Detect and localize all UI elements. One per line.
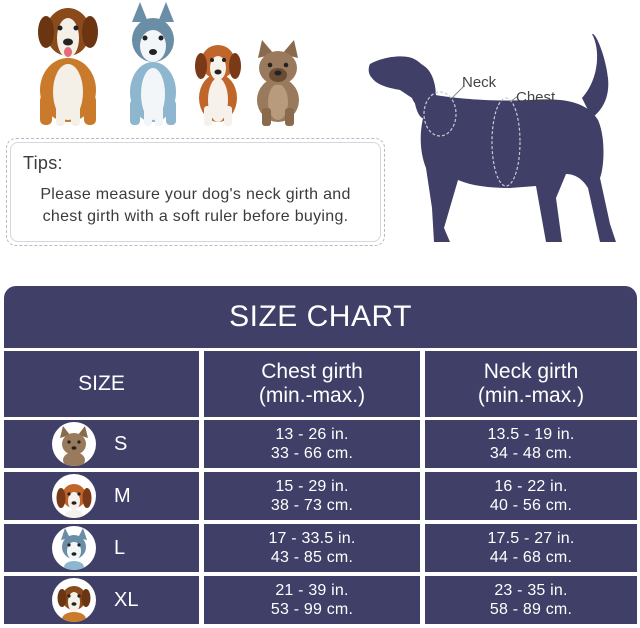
french-bulldog-icon (257, 40, 299, 126)
size-label: S (114, 432, 128, 455)
table-row-size-s: S (4, 420, 199, 468)
neck-cell-m: 16 - 22 in. 40 - 56 cm. (425, 472, 637, 520)
beagle-avatar-icon (52, 474, 96, 518)
table-row-size-m: M (4, 472, 199, 520)
chest-cell-xl: 21 - 39 in. 53 - 99 cm. (204, 576, 420, 624)
chest-header-line1: Chest girth (261, 360, 363, 383)
chest-in-value: 15 - 29 in. (275, 478, 349, 495)
chest-in-value: 21 - 39 in. (275, 582, 349, 599)
chest-cm-value: 53 - 99 cm. (270, 601, 354, 618)
neck-cm-value: 58 - 89 cm. (489, 601, 573, 618)
beagle-dog-icon (195, 45, 241, 126)
size-label: M (114, 484, 131, 507)
french-bulldog-avatar-icon (52, 422, 96, 466)
neck-cm-value: 44 - 68 cm. (489, 549, 573, 566)
chest-measure-line (491, 97, 521, 187)
chest-cm-value: 43 - 85 cm. (270, 549, 354, 566)
chest-in-value: 17 - 33.5 in. (268, 530, 356, 547)
size-chart-title: SIZE CHART (4, 286, 637, 348)
tips-title: Tips: (23, 153, 63, 173)
neck-header-line2: (min.-max.) (477, 384, 585, 407)
neck-header-line1: Neck girth (483, 360, 579, 383)
neck-cm-value: 34 - 48 cm. (489, 445, 573, 462)
size-label: L (114, 536, 126, 559)
chest-in-value: 13 - 26 in. (275, 426, 349, 443)
neck-measure-line (423, 91, 457, 137)
st-bernard-avatar-icon (52, 578, 96, 622)
neck-in-value: 16 - 22 in. (494, 478, 568, 495)
table-row-size-xl: XL (4, 576, 199, 624)
size-label: XL (114, 588, 139, 611)
chest-cell-l: 17 - 33.5 in. 43 - 85 cm. (204, 524, 420, 572)
chest-cm-value: 38 - 73 cm. (270, 497, 354, 514)
chest-header-line2: (min.-max.) (258, 384, 366, 407)
chest-label: Chest (516, 89, 556, 106)
neck-label: Neck (462, 74, 497, 91)
tips-text: Please measure your dog's neck girth and… (40, 186, 351, 225)
size-header: SIZE (78, 372, 125, 395)
neck-cell-s: 13.5 - 19 in. 34 - 48 cm. (425, 420, 637, 468)
measurement-diagram: Neck Chest (368, 33, 616, 242)
neck-in-value: 23 - 35 in. (494, 582, 568, 599)
chest-cell-m: 15 - 29 in. 38 - 73 cm. (204, 472, 420, 520)
size-header-cell: SIZE (4, 351, 199, 417)
tips-box: Tips: Please measure your dog's neck gir… (6, 138, 385, 246)
chest-header-cell: Chest girth (min.-max.) (204, 351, 420, 417)
chest-cell-s: 13 - 26 in. 33 - 66 cm. (204, 420, 420, 468)
husky-dog-icon (130, 2, 176, 126)
table-row-size-l: L (4, 524, 199, 572)
dog-silhouette-icon (368, 33, 616, 242)
neck-cm-value: 40 - 56 cm. (489, 497, 573, 514)
neck-in-value: 17.5 - 27 in. (487, 530, 575, 547)
neck-header-cell: Neck girth (min.-max.) (425, 351, 637, 417)
neck-cell-xl: 23 - 35 in. 58 - 89 cm. (425, 576, 637, 624)
st-bernard-dog-icon (38, 8, 98, 126)
size-chart: SIZE CHART SIZE Chest girth (min.-max.) … (4, 286, 637, 624)
tips-inner: Tips: Please measure your dog's neck gir… (10, 142, 381, 242)
neck-cell-l: 17.5 - 27 in. 44 - 68 cm. (425, 524, 637, 572)
neck-in-value: 13.5 - 19 in. (487, 426, 575, 443)
husky-avatar-icon (52, 526, 96, 570)
dog-illustrations (20, 0, 320, 130)
chest-cm-value: 33 - 66 cm. (270, 445, 354, 462)
